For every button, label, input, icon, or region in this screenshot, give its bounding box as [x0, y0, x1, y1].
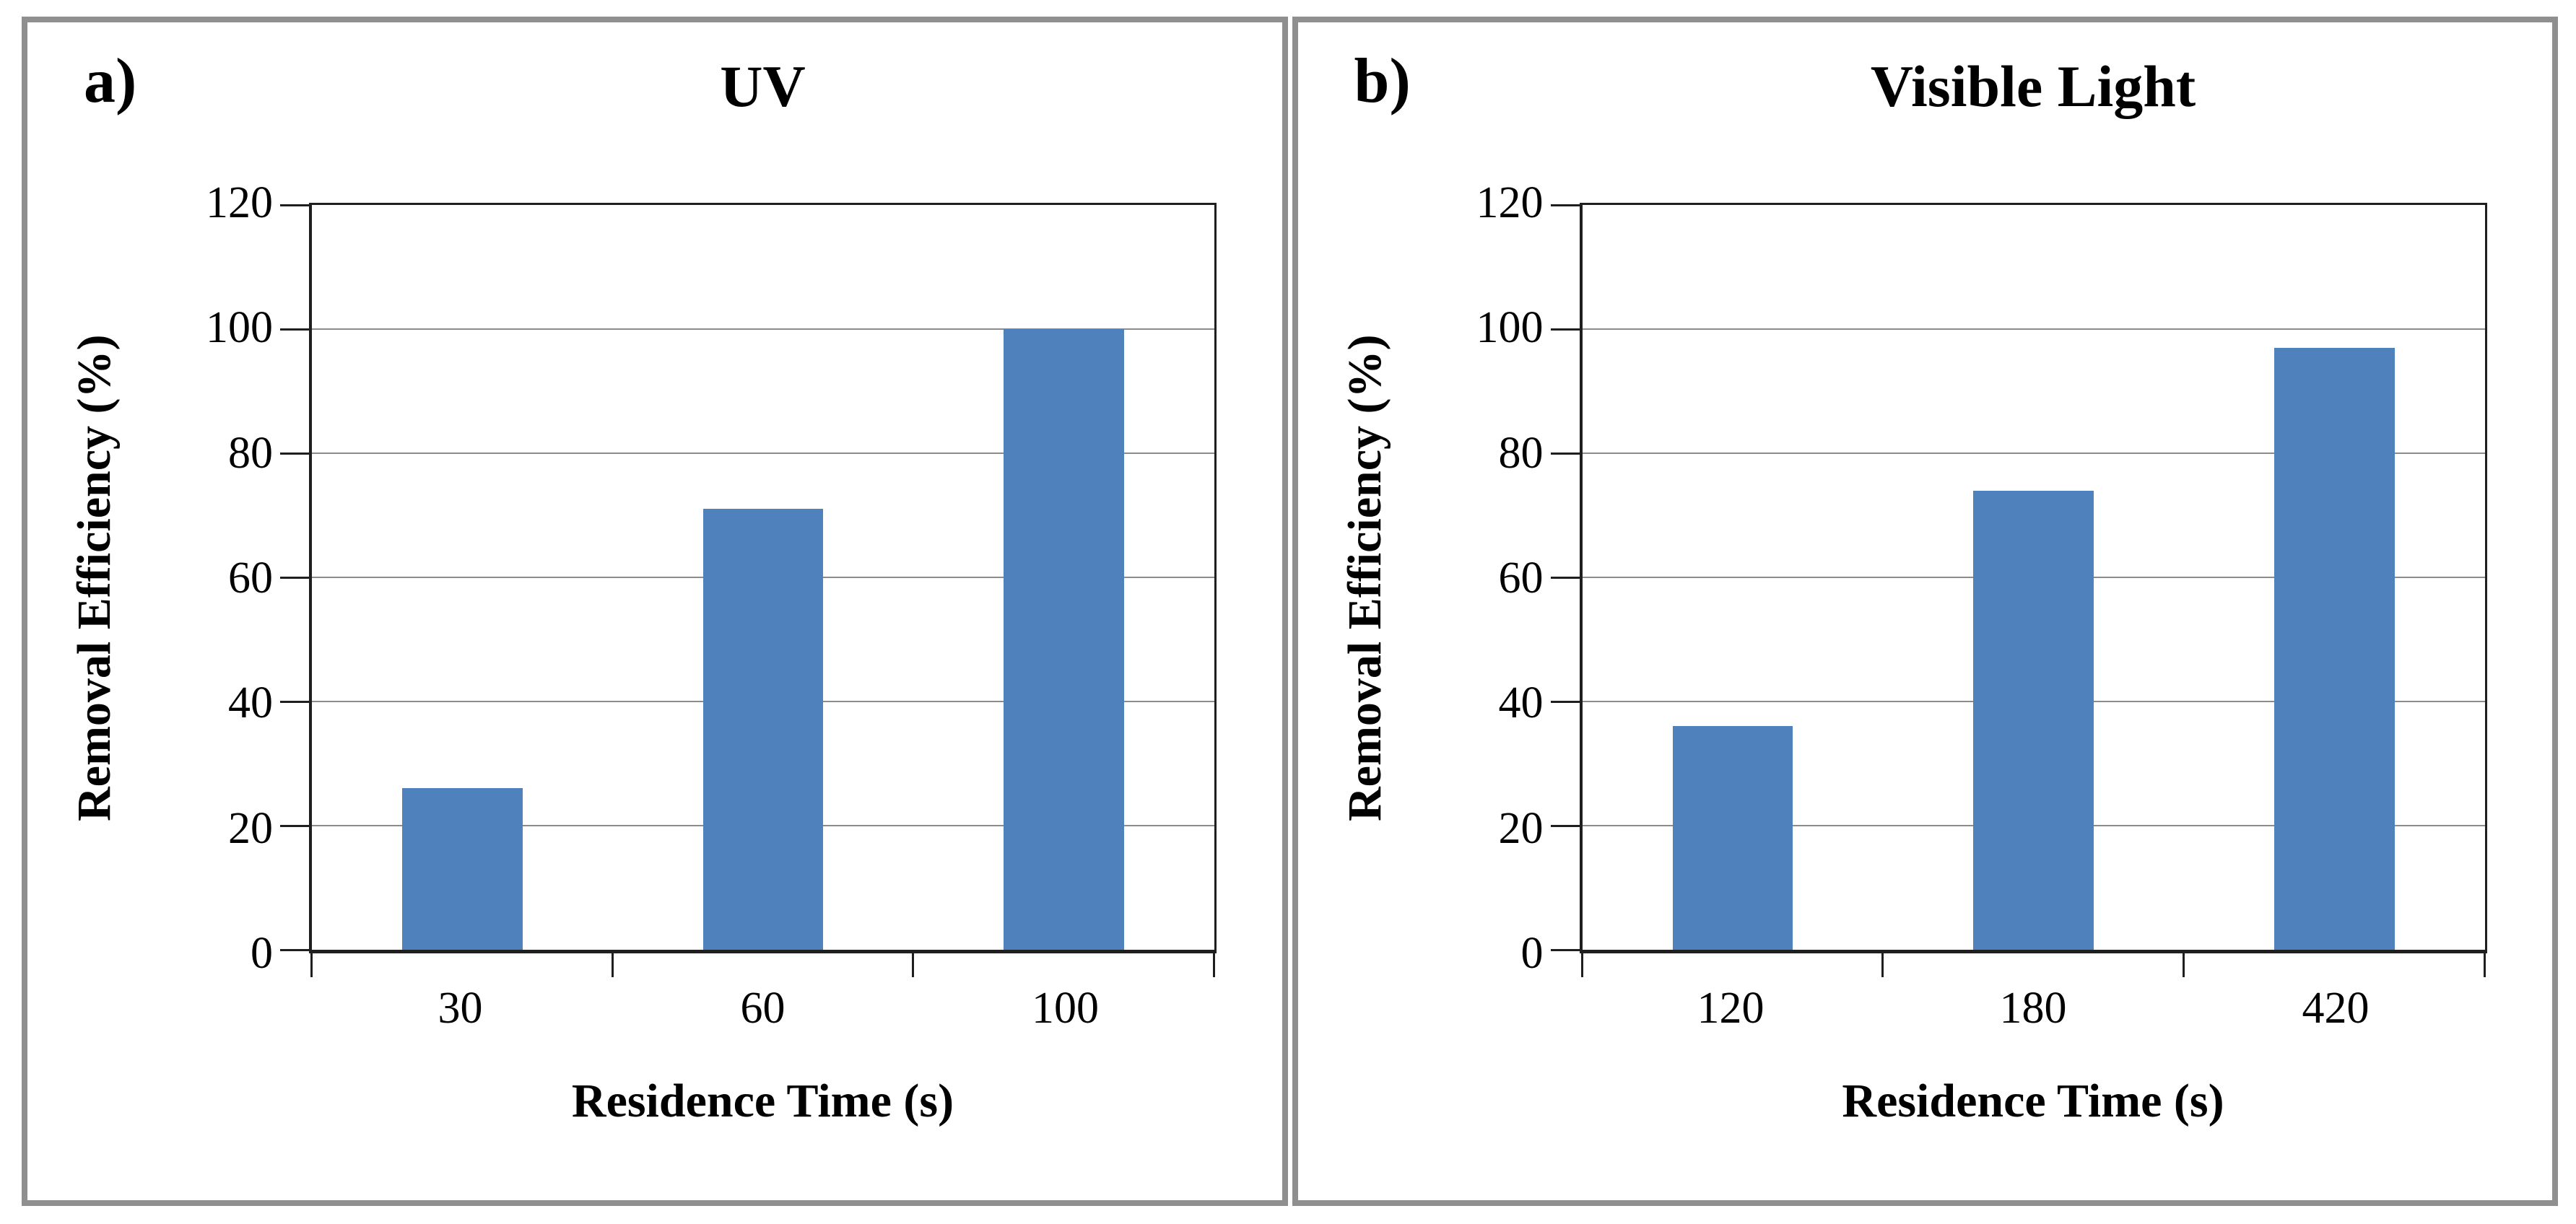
x-tick-label: 60 — [740, 984, 786, 1033]
y-tick-mark — [1550, 453, 1580, 455]
x-tick-mark — [1580, 953, 1583, 977]
panel-letter: b) — [1354, 46, 1411, 116]
y-tick-label: 0 — [251, 929, 273, 978]
category-slot — [1883, 205, 2184, 950]
y-tick-mark — [1550, 577, 1580, 579]
y-tick-label: 120 — [206, 178, 273, 227]
gridline — [312, 328, 1214, 330]
chart-title: UV — [720, 53, 806, 119]
y-tick-mark — [1550, 949, 1580, 951]
panel-uv: a) UV Removal Efficiency (%) 0 20 40 60 80 10… — [22, 17, 1288, 1206]
x-axis-title: Residence Time (s) — [571, 1075, 954, 1127]
y-tick-mark — [1550, 204, 1580, 206]
bar — [1672, 726, 1793, 950]
panel-letter: a) — [84, 46, 137, 116]
y-tick-mark — [280, 453, 309, 455]
panel-visible-light: b) Visible Light Removal Efficiency (%) … — [1292, 17, 2558, 1206]
bar — [1973, 490, 2094, 950]
y-tick-mark — [1550, 825, 1580, 828]
bar — [402, 788, 523, 950]
x-tick-mark — [2483, 953, 2486, 977]
gridline — [1582, 328, 2485, 330]
x-tick-mark — [1881, 953, 1884, 977]
bar-series — [312, 205, 1214, 950]
x-tick-label: 180 — [1999, 984, 2067, 1033]
y-tick-labels: 0 20 40 60 80 100 120 — [27, 180, 273, 976]
x-tick-label: 100 — [1032, 984, 1099, 1033]
y-tick-label: 20 — [1498, 803, 1544, 853]
y-tick-label: 40 — [1498, 678, 1544, 728]
y-tick-labels: 0 20 40 60 80 100 120 — [1298, 180, 1544, 976]
gridline — [312, 453, 1214, 455]
gridline — [1582, 453, 2485, 455]
x-tick-mark — [912, 953, 915, 977]
y-tick-mark — [280, 949, 309, 951]
y-tick-mark — [280, 825, 309, 828]
y-tick-label: 100 — [206, 303, 273, 353]
bar — [1004, 329, 1124, 950]
y-tick-label: 120 — [1476, 178, 1544, 227]
x-tick-mark — [310, 953, 313, 977]
y-tick-mark — [1550, 701, 1580, 704]
category-slot — [1583, 205, 1884, 950]
y-tick-label: 60 — [1498, 554, 1544, 603]
category-slot — [913, 205, 1214, 950]
x-tick-label: 420 — [2302, 984, 2370, 1033]
category-slot — [613, 205, 914, 950]
chart-title: Visible Light — [1870, 53, 2196, 119]
x-axis-title: Residence Time (s) — [1842, 1075, 2224, 1127]
y-tick-mark — [280, 328, 309, 331]
y-tick-mark — [280, 204, 309, 206]
y-tick-mark — [1550, 328, 1580, 331]
x-tick-mark — [1213, 953, 1215, 977]
y-tick-label: 0 — [1520, 929, 1544, 978]
x-tick-mark — [611, 953, 614, 977]
y-tick-label: 80 — [228, 428, 273, 478]
x-tick-label: 120 — [1697, 984, 1765, 1033]
category-slot — [312, 205, 613, 950]
x-tick-mark — [2182, 953, 2185, 977]
x-tick-labels: 120 180 420 — [1580, 986, 2487, 1031]
plot-area — [280, 203, 1217, 977]
x-tick-labels: 30 60 100 — [309, 986, 1217, 1031]
bar-series — [1583, 205, 2485, 950]
x-tick-label: 30 — [438, 984, 483, 1033]
plot-area — [1550, 203, 2487, 977]
y-tick-mark — [280, 701, 309, 704]
bar — [2273, 347, 2395, 950]
y-tick-label: 60 — [228, 554, 273, 603]
y-tick-label: 80 — [1498, 428, 1544, 478]
y-tick-label: 100 — [1476, 303, 1544, 353]
y-tick-label: 20 — [228, 803, 273, 853]
bar — [702, 509, 824, 950]
y-tick-label: 40 — [228, 678, 273, 728]
y-tick-mark — [280, 577, 309, 579]
category-slot — [2184, 205, 2485, 950]
